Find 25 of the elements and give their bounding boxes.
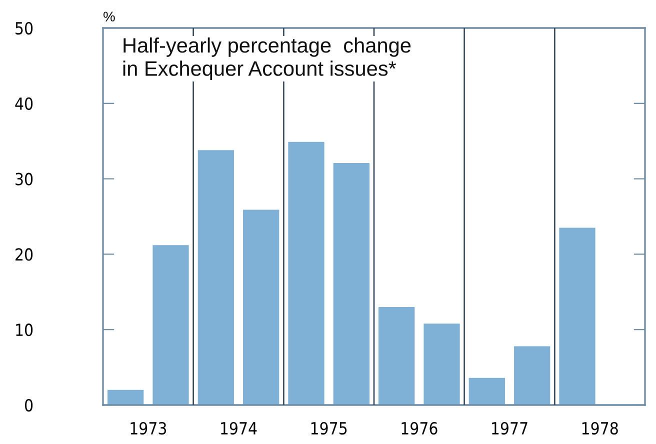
x-tick-label: 1975	[311, 422, 347, 435]
y-tick-label: 10	[16, 324, 33, 336]
y-tick-label: 30	[16, 172, 33, 186]
x-tick-label: 1974	[221, 422, 257, 435]
bar	[424, 324, 460, 405]
x-tick-label: 1977	[492, 422, 528, 435]
y-tick-label: 0	[25, 398, 33, 412]
y-tick-label: 40	[15, 97, 33, 110]
bar	[514, 346, 550, 405]
x-tick-label: 1976	[402, 422, 438, 435]
x-tick-label: 1973	[130, 422, 166, 435]
bar	[243, 210, 280, 405]
bar	[198, 150, 234, 405]
bar	[288, 142, 324, 405]
bar	[152, 245, 189, 405]
bar	[108, 390, 144, 405]
bar	[559, 228, 596, 405]
x-tick-label: 1978	[582, 422, 618, 435]
bar	[333, 162, 370, 405]
text: Half-yearly percentage change in Exchequer Account issues*	[123, 37, 411, 80]
y-tick-label: 50	[16, 22, 33, 35]
bar	[378, 306, 415, 405]
y-tick-label: 20	[16, 248, 33, 261]
y-axis-title: %	[103, 12, 115, 22]
bar	[468, 378, 505, 405]
